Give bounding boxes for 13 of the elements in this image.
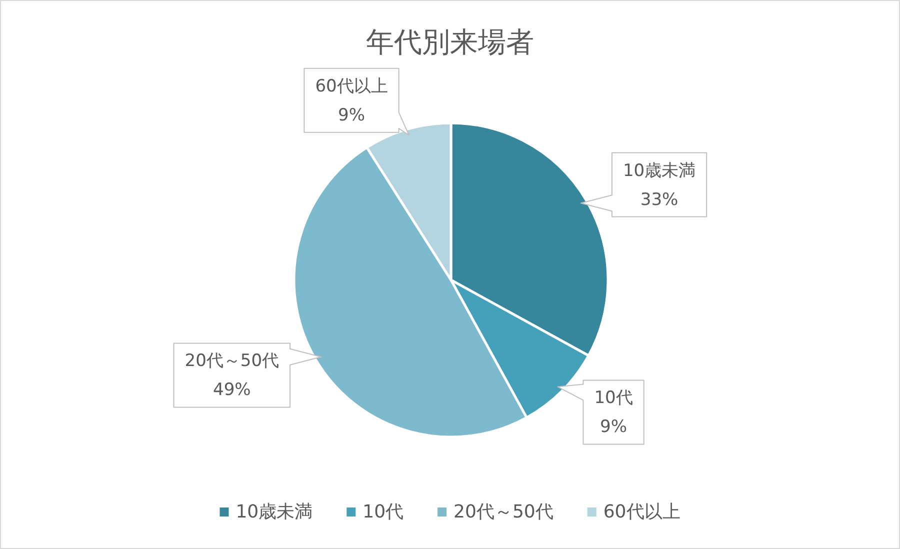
data-label: 9% [600, 417, 628, 438]
slice-label: 10歳未満 [622, 160, 696, 181]
data-label: 9% [338, 105, 365, 126]
slice-label: 60代以上 [315, 76, 388, 96]
legend-label: 10代 [362, 502, 404, 522]
data-label: 49% [213, 380, 251, 400]
chart-title: 年代別来場者 [366, 26, 534, 58]
data-label: 33% [640, 190, 678, 210]
legend-label: 60代以上 [603, 502, 680, 522]
legend-label: 20代～50代 [454, 502, 554, 522]
slice-label: 10代 [594, 388, 633, 408]
legend-label: 10歳未満 [236, 502, 313, 522]
slice-label: 20代～50代 [184, 351, 280, 372]
